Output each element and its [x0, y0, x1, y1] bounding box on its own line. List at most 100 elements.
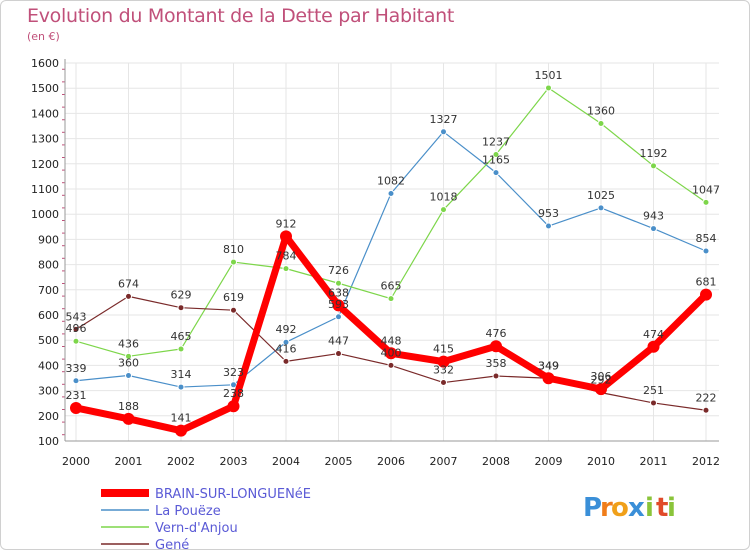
y-tick-label: 1400	[31, 107, 59, 120]
data-label: 416	[276, 342, 297, 355]
data-point	[492, 372, 500, 380]
data-label: 638	[328, 286, 349, 299]
data-point	[700, 288, 712, 301]
data-point	[72, 325, 80, 333]
data-point	[440, 206, 447, 214]
data-point	[175, 424, 187, 437]
data-label: 492	[276, 323, 297, 336]
data-point	[385, 347, 397, 360]
data-label: 681	[696, 276, 717, 289]
data-label: 306	[591, 370, 612, 383]
chart-title: Evolution du Montant de la Dette par Hab…	[27, 5, 455, 27]
data-point	[177, 304, 185, 312]
data-label: 349	[538, 359, 559, 372]
data-point	[125, 352, 132, 360]
x-tick-label: 2007	[430, 455, 458, 468]
y-tick-label: 1500	[31, 82, 59, 95]
data-point	[650, 399, 657, 407]
logo-letter: i	[667, 493, 676, 523]
data-label: 358	[486, 357, 507, 370]
data-point	[702, 247, 710, 255]
data-point	[702, 406, 710, 414]
y-tick-label: 300	[38, 385, 59, 398]
data-label: 1360	[587, 104, 615, 117]
data-label: 912	[276, 217, 297, 230]
data-point	[125, 371, 132, 379]
data-label: 349	[538, 359, 559, 372]
y-tick-label: 600	[38, 309, 59, 322]
data-point	[230, 258, 237, 266]
x-tick-label: 2003	[220, 455, 248, 468]
logo-letter: o	[611, 493, 629, 523]
x-tick-label: 2004	[272, 455, 300, 468]
data-point	[650, 225, 657, 233]
data-label: 674	[118, 277, 139, 290]
data-point	[282, 338, 290, 346]
data-label: 292	[591, 374, 612, 387]
x-tick-label: 2012	[692, 455, 720, 468]
data-point	[177, 383, 185, 391]
data-label: 1327	[430, 113, 458, 126]
data-label: 726	[328, 264, 349, 277]
data-label: 465	[171, 330, 192, 343]
data-point	[332, 299, 345, 312]
data-label: 665	[381, 280, 402, 293]
data-label: 476	[486, 327, 507, 340]
data-label: 1192	[640, 147, 668, 160]
data-label: 1047	[692, 183, 720, 196]
data-label: 251	[643, 384, 664, 397]
data-point	[492, 169, 500, 177]
x-tick-label: 2006	[377, 455, 405, 468]
data-point	[125, 292, 132, 300]
y-tick-label: 400	[38, 359, 59, 372]
data-point	[702, 198, 710, 206]
data-point	[227, 400, 240, 413]
data-point	[387, 361, 395, 369]
data-label: 619	[223, 291, 244, 304]
data-label: 323	[223, 366, 244, 379]
data-label: 188	[118, 400, 139, 413]
y-tick-label: 1600	[31, 57, 59, 70]
data-point	[72, 377, 80, 385]
data-point	[177, 345, 185, 353]
data-label: 854	[696, 232, 717, 245]
data-label: 222	[696, 391, 717, 404]
legend-label: Gené	[155, 538, 189, 549]
data-label: 339	[66, 362, 87, 375]
data-point	[647, 340, 660, 353]
data-point	[440, 128, 447, 136]
y-tick-label: 1000	[31, 208, 59, 221]
data-point	[490, 340, 502, 353]
data-point	[437, 355, 450, 368]
data-point	[440, 379, 447, 387]
data-point	[545, 84, 552, 92]
data-point	[597, 119, 605, 127]
data-label: 415	[433, 343, 454, 356]
chart-subtitle: (en €)	[27, 30, 60, 43]
data-label: 332	[433, 364, 454, 377]
logo-letter: i	[645, 493, 654, 523]
x-tick-label: 2001	[115, 455, 143, 468]
data-label: 447	[328, 335, 349, 348]
data-label: 593	[328, 298, 349, 311]
data-label: 1165	[482, 154, 510, 167]
data-label: 231	[66, 389, 87, 402]
data-point	[72, 337, 80, 345]
data-label: 436	[118, 337, 139, 350]
data-point	[335, 313, 342, 321]
x-tick-label: 2000	[62, 455, 90, 468]
data-label: 496	[66, 322, 87, 335]
logo-letter: x	[628, 493, 645, 523]
data-point	[542, 372, 555, 385]
data-point	[492, 150, 500, 158]
data-label: 141	[171, 412, 192, 425]
x-tick-label: 2002	[167, 455, 195, 468]
logo-letter: P	[583, 493, 602, 523]
data-label: 314	[171, 368, 192, 381]
y-tick-label: 200	[38, 410, 59, 423]
data-point	[650, 162, 657, 170]
data-point	[597, 204, 605, 212]
data-label: 1082	[377, 175, 405, 188]
data-point	[387, 295, 395, 303]
